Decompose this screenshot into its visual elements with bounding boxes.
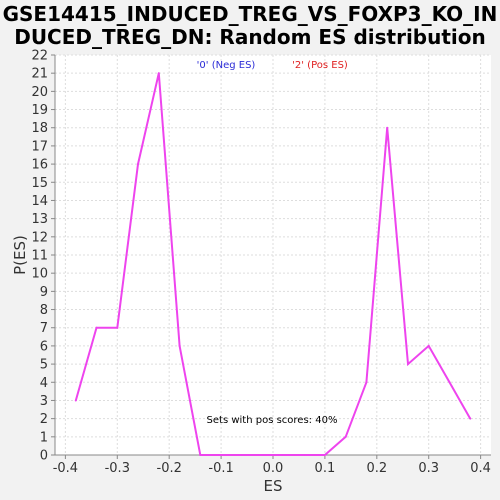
es-density-point	[406, 363, 409, 366]
es-density-point	[469, 417, 472, 420]
legend-pos-es: '2' (Pos ES)	[292, 60, 348, 71]
y-tick-label: 1	[40, 430, 48, 445]
x-tick-label: -0.4	[53, 461, 78, 476]
y-tick-label: 7	[40, 321, 48, 336]
y-tick-label: 3	[40, 394, 48, 409]
es-density-point	[116, 326, 119, 329]
y-tick-label: 18	[31, 121, 48, 136]
y-tick-label: 14	[31, 194, 48, 209]
y-tick-label: 11	[31, 249, 48, 264]
x-tick-label: 0.2	[366, 461, 387, 476]
es-density-point	[220, 454, 223, 456]
y-tick-label: 12	[31, 230, 48, 245]
y-tick-label: 19	[31, 103, 48, 118]
es-density-point	[427, 344, 430, 347]
y-axis-label: P(ES)	[11, 235, 29, 275]
es-density-point	[282, 454, 285, 456]
x-tick-label: 0.3	[418, 461, 439, 476]
y-tick-label: 17	[31, 139, 48, 154]
y-tick-label: 10	[31, 267, 48, 282]
legend-neg-es: '0' (Neg ES)	[197, 60, 256, 71]
pos-scores-annotation: Sets with pos scores: 40%	[207, 415, 338, 426]
es-density-point	[199, 454, 202, 456]
es-density-point	[303, 454, 306, 456]
y-tick-label: 13	[31, 212, 48, 227]
es-density-line	[74, 72, 472, 456]
x-tick-label: 0.4	[470, 461, 491, 476]
x-tick-label: -0.2	[157, 461, 182, 476]
y-tick-label: 20	[31, 85, 48, 100]
y-tick-label: 21	[31, 67, 48, 82]
x-tick-label: 0.1	[315, 461, 336, 476]
y-tick-label: 22	[31, 49, 48, 64]
y-tick-label: 6	[40, 339, 48, 354]
es-density-point	[74, 399, 77, 402]
y-tick-label: 8	[40, 303, 48, 318]
y-tick-label: 0	[40, 449, 48, 464]
es-density-point	[386, 126, 389, 129]
es-density-point	[448, 381, 451, 384]
y-tick-label: 4	[40, 376, 48, 391]
y-tick-label: 9	[40, 285, 48, 300]
y-tick-label: 15	[31, 176, 48, 191]
es-density-point	[365, 381, 368, 384]
x-axis-label: ES	[264, 477, 283, 495]
es-density-point	[344, 435, 347, 438]
chart-title-line-2: DUCED_TREG_DN: Random ES distribution	[14, 25, 486, 49]
es-density-point	[178, 344, 181, 347]
x-tick-label: -0.1	[208, 461, 233, 476]
y-tick-label: 2	[40, 412, 48, 427]
es-density-point	[95, 326, 98, 329]
x-tick-label: -0.3	[105, 461, 130, 476]
es-density-point	[261, 454, 264, 456]
x-tick-label: 0.0	[263, 461, 284, 476]
es-density-point	[157, 72, 160, 75]
y-tick-label: 16	[31, 158, 48, 173]
es-density-point	[137, 163, 140, 166]
es-density-point	[240, 454, 243, 456]
chart-title-line-1: GSE14415_INDUCED_TREG_VS_FOXP3_KO_IN	[2, 2, 498, 26]
y-tick-label: 5	[40, 358, 48, 373]
es-density-point	[323, 454, 326, 456]
